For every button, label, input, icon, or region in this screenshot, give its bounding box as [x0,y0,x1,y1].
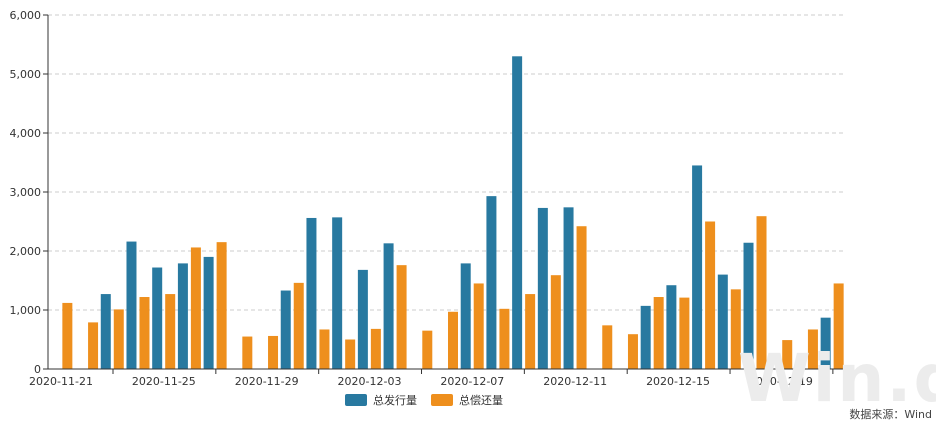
bar-issue [820,317,831,369]
bar-repay [525,294,536,369]
bar-repay [627,334,638,369]
legend-item-repay[interactable]: 总偿还量 [431,392,503,408]
legend-label-repay: 总偿还量 [459,394,503,407]
bar-repay [807,329,818,369]
y-tick-label: 6,000 [10,9,42,22]
bar-repay [62,302,73,369]
watermark: Win.d [738,340,936,417]
bar-repay [499,308,510,369]
bar-repay [422,330,433,369]
x-tick-label: 2020-11-21 [29,375,93,388]
y-tick-label: 4,000 [10,127,42,140]
x-tick-label: 2020-11-25 [132,375,196,388]
legend-swatch-repay [431,394,453,406]
bar-repay [653,297,664,369]
x-tick-label: 2020-12-19 [749,375,813,388]
x-tick-label: 2020-12-03 [338,375,402,388]
bar-issue [563,207,574,369]
bar-repay [730,289,741,369]
bar-repay [242,336,253,369]
bar-issue [332,217,343,369]
bar-repay [113,309,124,369]
bar-repay [396,265,407,369]
bar-issue [306,217,317,369]
bar-issue [126,241,137,369]
y-tick-label: 1,000 [10,304,42,317]
bar-issue [743,242,754,369]
y-tick-label: 3,000 [10,186,42,199]
bar-issue [177,263,188,369]
bar-repay [679,297,690,369]
legend-item-issue[interactable]: 总发行量 [345,392,417,408]
bar-repay [550,275,561,369]
source-note: 数据来源：Wind [849,408,932,421]
bar-repay [473,283,484,369]
bar-repay [165,294,176,369]
bar-issue [203,256,214,369]
x-tick-label: 2020-11-29 [235,375,299,388]
bar-repay [190,247,201,369]
bar-repay [705,221,716,369]
bar-issue [280,290,291,369]
legend-swatch-issue [345,394,367,406]
bar-repay [448,311,458,369]
bar-issue [717,274,728,369]
bar-repay [268,335,279,369]
bar-issue [357,269,368,369]
bar-issue [512,56,523,370]
bar-layer [62,56,844,370]
bar-repay [345,339,356,369]
legend: 总发行量 总偿还量 [345,392,503,408]
bar-issue [383,243,394,369]
axis-layer: 0 1,000 2,000 3,000 4,000 5,000 6,000 2020-11-2… [10,9,845,388]
bar-repay [319,329,330,369]
bar-repay [139,297,150,369]
bar-repay [756,216,767,369]
bar-repay [88,322,99,369]
bar-repay [576,226,587,369]
bar-repay [216,242,227,369]
bar-repay [602,325,613,369]
bar-repay [293,282,304,369]
y-tick-label: 2,000 [10,245,42,258]
x-tick-label: 2020-12-11 [543,375,607,388]
x-tick-label: 2020-12-07 [440,375,504,388]
legend-label-issue: 总发行量 [373,394,417,407]
bar-repay [782,340,793,369]
y-tick-label: 5,000 [10,68,42,81]
bar-issue [692,165,703,369]
bar-issue [152,267,163,369]
grid-layer [48,14,845,311]
bar-issue [666,285,677,369]
bar-issue [460,263,471,369]
bar-issue [537,207,548,369]
x-tick-label: 2020-12-15 [646,375,710,388]
bar-repay [833,283,844,369]
y-tick-label: 0 [34,363,41,376]
bar-repay [370,328,381,369]
bar-issue [640,305,651,369]
bar-issue [100,294,111,369]
bar-issue [486,196,497,369]
